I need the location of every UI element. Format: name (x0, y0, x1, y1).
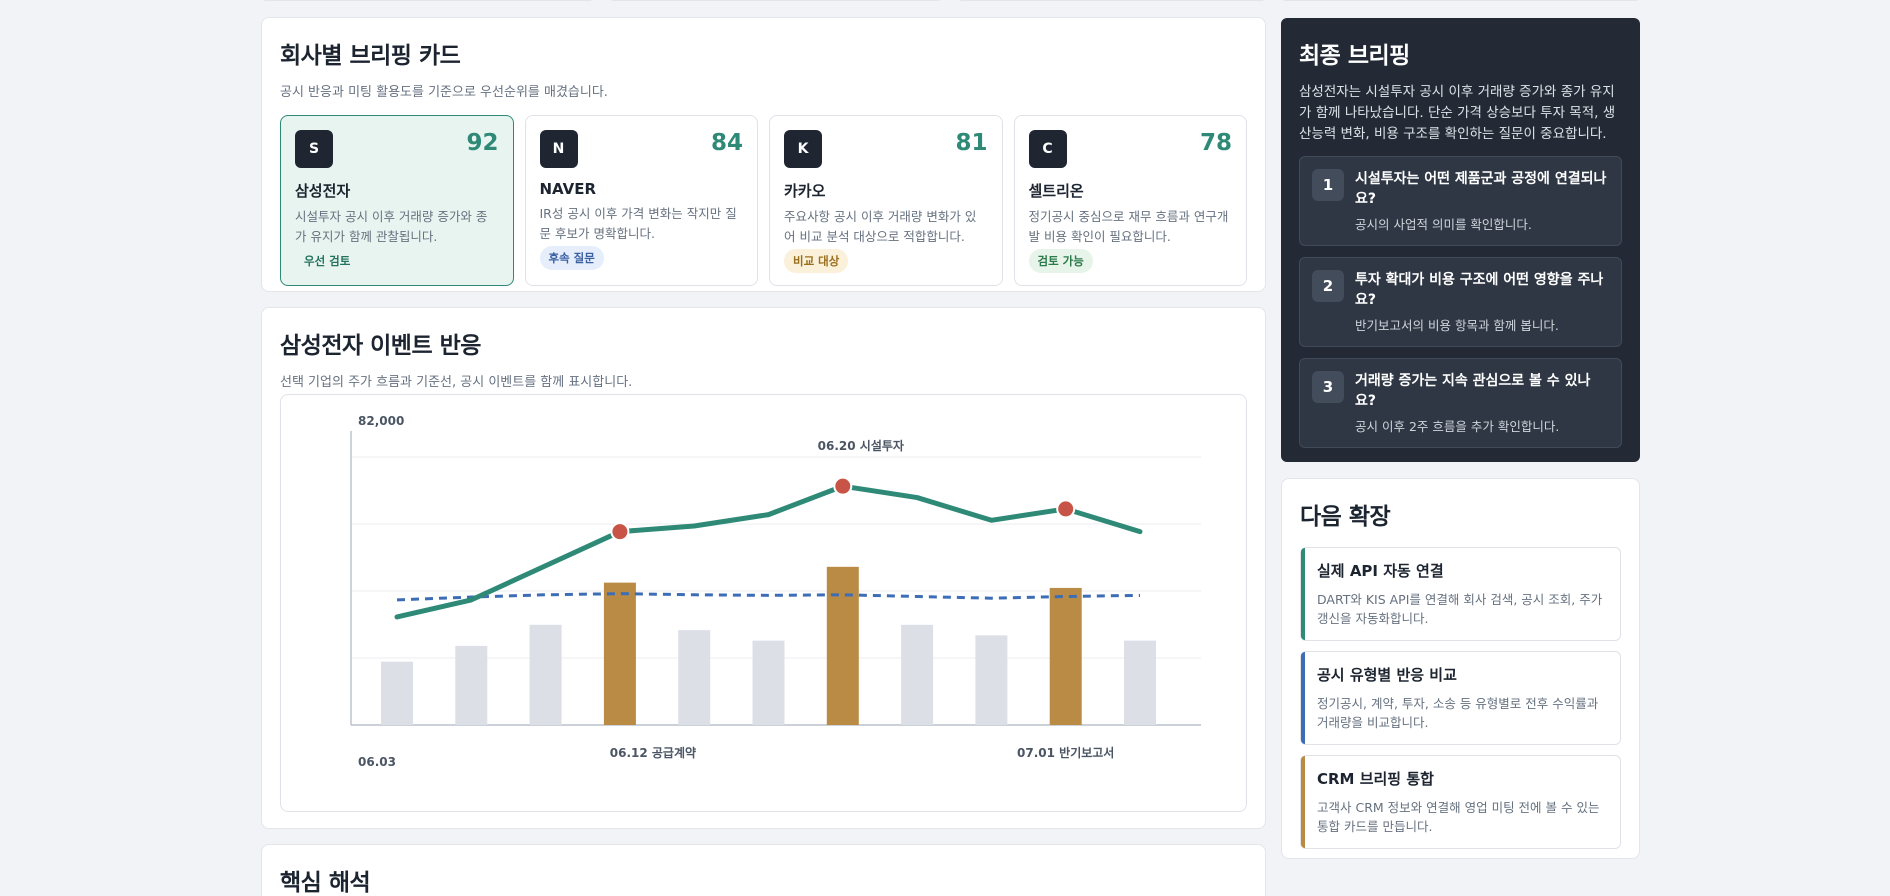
volume-bar (381, 661, 413, 725)
panel-subtitle: 공시 반응과 미팅 활용도를 기준으로 우선순위를 매겼습니다. (280, 85, 608, 100)
next-expansion-panel: 다음 확장 실제 API 자동 연결 DART와 KIS API를 연결해 회사… (1281, 478, 1640, 859)
briefing-summary: 삼성전자는 시설투자 공시 이후 거래량 증가와 종가 유지가 함께 나타났습니… (1299, 84, 1616, 142)
company-briefing-panel: 회사별 브리핑 카드 공시 반응과 미팅 활용도를 기준으로 우선순위를 매겼습… (261, 17, 1266, 292)
status-badge: 우선 검토 (295, 249, 360, 273)
company-card-celltrion[interactable]: C 78 셀트리온 정기공시 중심으로 재무 흐름과 연구개발 비용 확인이 필… (1013, 115, 1247, 286)
panel-subtitle: 선택 기업의 주가 흐름과 기준선, 공시 이벤트를 함께 표시합니다. (280, 375, 633, 390)
panel-title: 삼성전자 이벤트 반응 (280, 333, 481, 359)
question-item: 1 시설투자는 어떤 제품군과 공정에 연결되나요? 공시의 사업적 의미를 확… (1299, 156, 1622, 246)
company-description: 정기공시 중심으로 재무 흐름과 연구개발 비용 확인이 필요합니다. (1028, 209, 1229, 244)
expansion-description: DART와 KIS API를 연결해 회사 검색, 공시 조회, 주가 갱신을 … (1317, 592, 1603, 626)
event-chart: 82,000 06.03 06.12 공급계약 07.01 반기보고서 06.20 시설… (280, 394, 1247, 812)
question-number: 3 (1312, 371, 1344, 403)
baseline-series (396, 592, 1141, 602)
volume-bar (901, 624, 934, 725)
panel-title: 다음 확장 (1300, 504, 1391, 530)
panel-title: 최종 브리핑 (1299, 43, 1410, 69)
company-name: 카카오 (784, 182, 826, 200)
company-logo: N (539, 130, 578, 168)
event-chart-panel: 삼성전자 이벤트 반응 선택 기업의 주가 흐름과 기준선, 공시 이벤트를 함… (261, 307, 1266, 829)
company-card-list: S 92 삼성전자 시설투자 공시 이후 거래량 증가와 종가 유지가 함께 관… (280, 115, 1247, 286)
volume-bar (529, 624, 562, 725)
status-badge: 후속 질문 (539, 246, 604, 270)
company-score: 78 (1199, 130, 1232, 156)
x-tick-label: 07.01 반기보고서 (1017, 745, 1114, 760)
company-description: 주요사항 공시 이후 거래량 변화가 있어 비교 분석 대상으로 적합합니다. (784, 209, 977, 244)
company-description: 시설투자 공시 이후 거래량 증가와 종가 유지가 함께 관찰됩니다. (295, 209, 488, 244)
company-name: 삼성전자 (295, 182, 351, 200)
volume-bar (678, 630, 711, 725)
volume-bar (752, 640, 785, 725)
question-note: 반기보고서의 비용 항목과 함께 봅니다. (1355, 318, 1559, 333)
company-name: NAVER (539, 180, 597, 198)
accent-bar (1301, 548, 1305, 640)
event-volume-bar (603, 582, 636, 725)
company-score: 92 (466, 130, 499, 156)
upper-card-stub (957, 0, 1266, 1)
company-score: 81 (955, 130, 988, 156)
event-point (610, 522, 630, 542)
company-card-kakao[interactable]: K 81 카카오 주요사항 공시 이후 거래량 변화가 있어 비교 분석 대상으… (769, 115, 1003, 286)
event-volume-bar (826, 566, 859, 725)
upper-card-stub (1281, 0, 1640, 1)
y-top-label: 82,000 (358, 414, 404, 428)
event-volume-bar (1049, 587, 1082, 725)
event-point (833, 476, 853, 496)
status-badge: 검토 가능 (1028, 249, 1093, 273)
company-description: IR성 공시 이후 가격 변화는 작지만 질문 후보가 명확합니다. (539, 206, 737, 241)
accent-bar (1301, 652, 1305, 744)
company-logo: S (295, 130, 333, 168)
final-briefing-panel: 최종 브리핑 삼성전자는 시설투자 공시 이후 거래량 증가와 종가 유지가 함… (1281, 18, 1640, 462)
volume-bar (455, 645, 488, 725)
expansion-item[interactable]: 실제 API 자동 연결 DART와 KIS API를 연결해 회사 검색, 공… (1300, 547, 1621, 641)
question-note: 공시 이후 2주 흐름을 추가 확인합니다. (1355, 419, 1560, 434)
expansion-title: 실제 API 자동 연결 (1317, 562, 1444, 580)
company-logo: C (1028, 130, 1067, 168)
expansion-title: 공시 유형별 반응 비교 (1317, 666, 1457, 684)
question-title: 거래량 증가는 지속 관심으로 볼 수 있나요? (1355, 373, 1591, 409)
question-title: 시설투자는 어떤 제품군과 공정에 연결되나요? (1355, 171, 1607, 207)
question-number: 2 (1312, 270, 1344, 302)
price-series (394, 483, 1143, 620)
company-name: 셀트리온 (1028, 182, 1084, 200)
question-item: 2 투자 확대가 비용 구조에 어떤 영향을 주나요? 반기보고서의 비용 항목… (1299, 257, 1622, 347)
upper-card-stub (609, 0, 942, 1)
status-badge: 비교 대상 (784, 249, 849, 273)
accent-bar (1301, 756, 1305, 848)
question-note: 공시의 사업적 의미를 확인합니다. (1355, 217, 1532, 232)
x-tick-label: 06.12 공급계약 (610, 745, 696, 760)
company-score: 84 (710, 130, 743, 156)
upper-card-stub (261, 0, 594, 1)
expansion-title: CRM 브리핑 통합 (1317, 770, 1434, 788)
volume-bar (1124, 640, 1156, 725)
event-point (1056, 499, 1076, 519)
panel-title: 핵심 해석 (280, 870, 371, 896)
panel-title: 회사별 브리핑 카드 (280, 43, 461, 69)
x-tick-label: 06.03 (358, 755, 396, 769)
analysis-panel: 핵심 해석 (261, 844, 1266, 896)
volume-bar (975, 635, 1008, 725)
question-number: 1 (1312, 169, 1344, 201)
question-item: 3 거래량 증가는 지속 관심으로 볼 수 있나요? 공시 이후 2주 흐름을 … (1299, 358, 1622, 448)
expansion-description: 정기공시, 계약, 투자, 소송 등 유형별로 전후 수익률과 거래량을 비교합… (1317, 696, 1599, 730)
company-logo: K (784, 130, 822, 168)
expansion-item[interactable]: 공시 유형별 반응 비교 정기공시, 계약, 투자, 소송 등 유형별로 전후 … (1300, 651, 1621, 745)
event-chart-svg: 82,000 06.03 06.12 공급계약 07.01 반기보고서 06.20 시설… (350, 414, 1201, 769)
question-title: 투자 확대가 비용 구조에 어떤 영향을 주나요? (1355, 272, 1604, 308)
event-annotation: 06.20 시설투자 (818, 438, 904, 453)
company-card-samsung[interactable]: S 92 삼성전자 시설투자 공시 이후 거래량 증가와 종가 유지가 함께 관… (280, 115, 514, 286)
expansion-item[interactable]: CRM 브리핑 통합 고객사 CRM 정보와 연결해 영업 미팅 전에 볼 수 … (1300, 755, 1621, 849)
company-card-naver[interactable]: N 84 NAVER IR성 공시 이후 가격 변화는 작지만 질문 후보가 명… (524, 115, 758, 286)
expansion-description: 고객사 CRM 정보와 연결해 영업 미팅 전에 볼 수 있는 통합 카드를 만… (1317, 800, 1600, 834)
